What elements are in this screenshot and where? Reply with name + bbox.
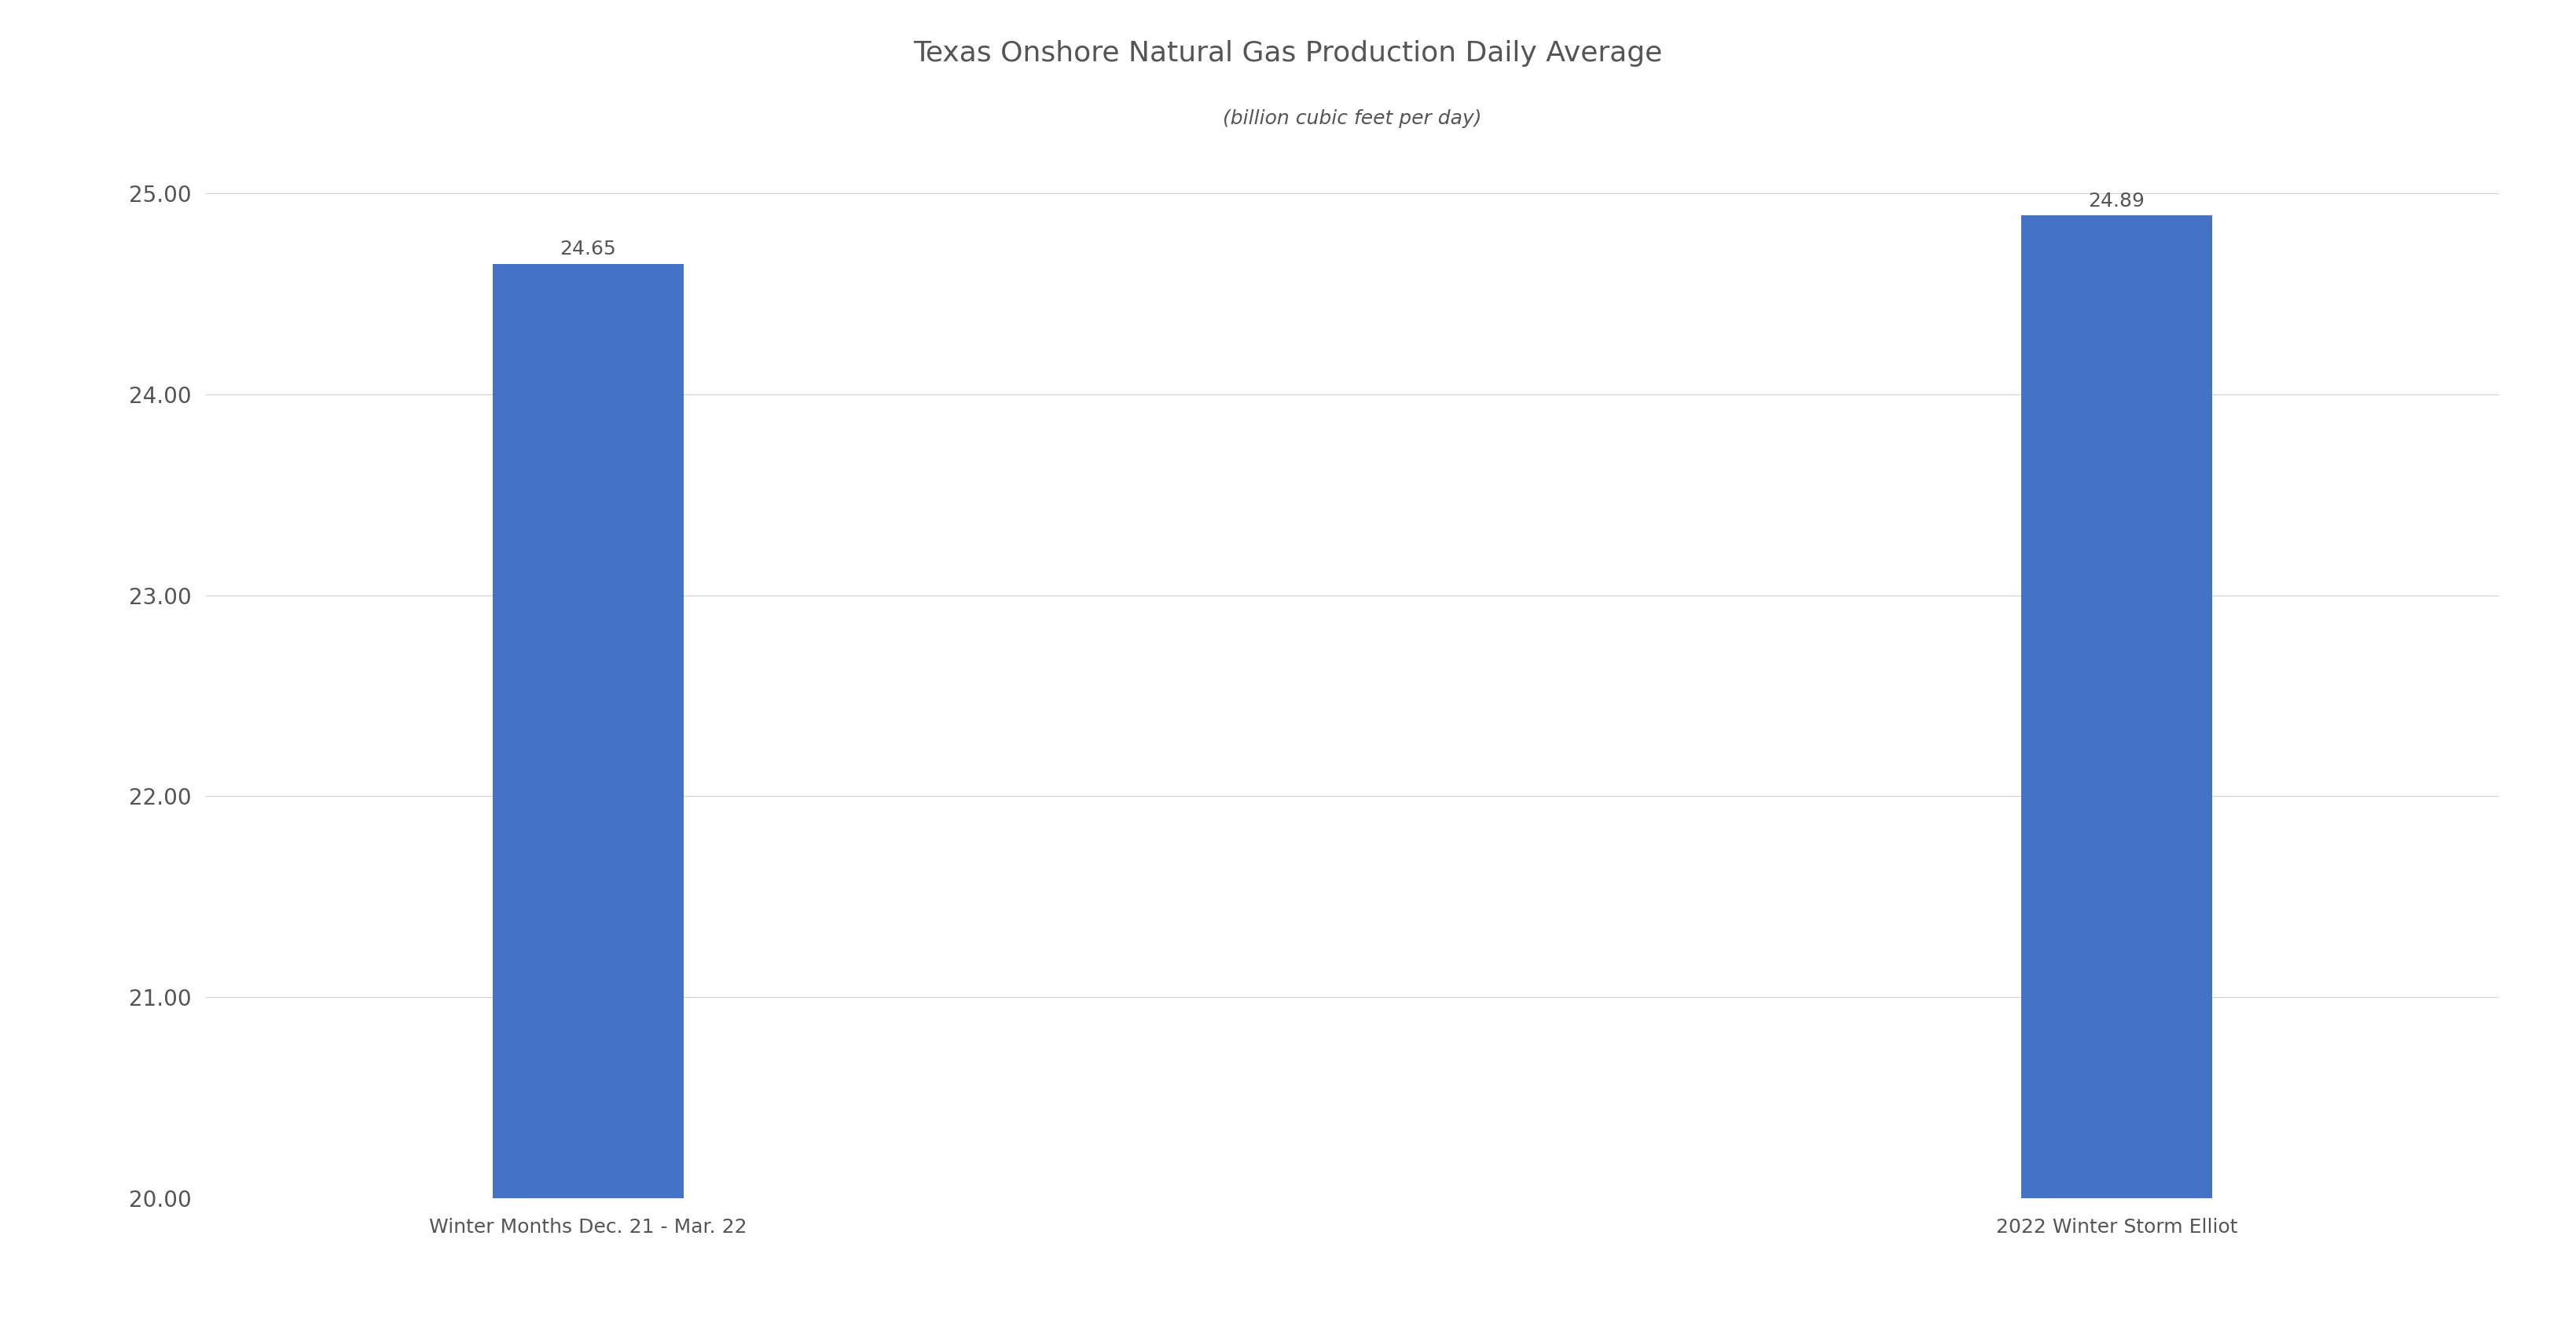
Text: 24.89: 24.89 <box>2089 192 2146 210</box>
Bar <box>2022 216 2213 1198</box>
Text: Texas Onshore Natural Gas Production Daily Average: Texas Onshore Natural Gas Production Dai… <box>914 40 1662 67</box>
Text: 24.65: 24.65 <box>559 240 616 258</box>
Bar <box>492 264 683 1198</box>
Title: (billion cubic feet per day): (billion cubic feet per day) <box>1224 109 1481 128</box>
